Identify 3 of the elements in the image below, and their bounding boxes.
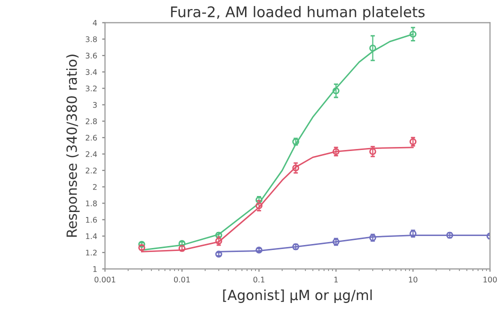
chart-title: Fura-2, AM loaded human platelets [171,6,425,20]
y-axis-title: Responsee (340/380 ratio) [66,54,80,237]
x-axis-title: [Agonist] µM or µg/ml [223,290,372,303]
